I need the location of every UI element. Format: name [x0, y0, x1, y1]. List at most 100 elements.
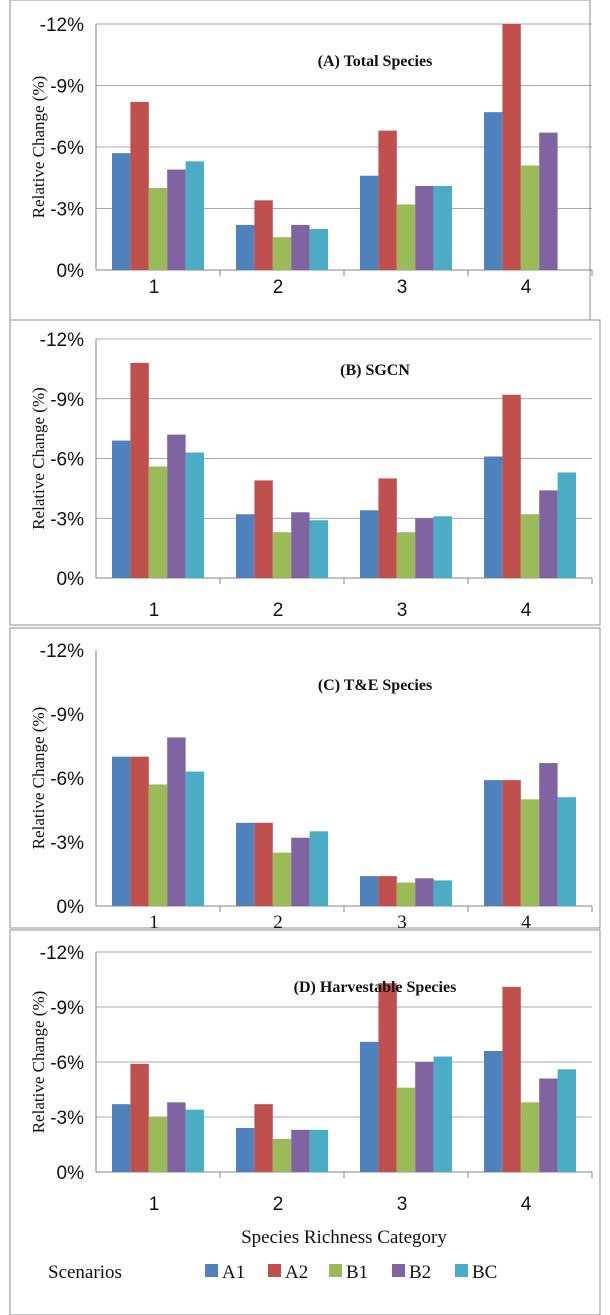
bar-b1-cat-1: [148, 466, 168, 578]
panel-title: (C) T&E Species: [318, 677, 432, 694]
y-tick-label: -12%: [40, 15, 84, 36]
panel-c: 0% -3% -6% -9% -12% 1 2 3 4 (C) T&E Species Relati…: [9, 627, 601, 933]
bar-b1-cat-2: [272, 237, 292, 270]
bar-b2-cat-4: [539, 1078, 558, 1172]
legend-label-bc: BC: [472, 1262, 497, 1283]
bar-a2-cat-2: [254, 200, 273, 270]
y-tick-label: 0%: [57, 261, 85, 282]
legend: Scenarios A1 A2 B1 B2 BC: [48, 1262, 497, 1283]
bar-bc-cat-1: [185, 1109, 204, 1172]
panel-frame: [9, 929, 601, 1315]
bar-a2-cat-4: [502, 24, 521, 270]
category-label: 2: [273, 1194, 284, 1215]
y-tick-label: -9%: [50, 998, 84, 1019]
bar-b1-cat-3: [396, 1087, 416, 1172]
bar-b2-cat-1: [167, 737, 186, 906]
legend-label-b1: B1: [346, 1262, 368, 1283]
y-axis-label: Relative Change (%): [29, 991, 48, 1134]
legend-swatch-b1: [329, 1264, 342, 1277]
bar-a1-cat-1: [112, 756, 131, 906]
bar-bc-cat-4: [557, 1069, 576, 1172]
bar-b1-cat-4: [520, 165, 540, 270]
bar-b2-cat-4: [539, 763, 558, 906]
y-tick-label: -6%: [50, 769, 84, 790]
panel-title: (A) Total Species: [318, 53, 433, 70]
y-tick-label: 0%: [57, 1163, 85, 1184]
bar-a2-cat-1: [130, 362, 149, 578]
y-tick-label: -3%: [50, 833, 84, 854]
bar-a1-cat-4: [484, 1051, 503, 1172]
bar-a1-cat-1: [112, 440, 131, 578]
bar-bc-cat-1: [185, 771, 204, 906]
bar-a1-cat-4: [484, 780, 503, 906]
bar-a2-cat-2: [254, 822, 273, 906]
category-label: 2: [273, 600, 284, 621]
panel-a: 0% -3% -6% -9% -12% 1 2 3 4 (A) Total Species Rela…: [9, 0, 593, 321]
bar-a1-cat-2: [236, 822, 255, 906]
bar-bc-cat-2: [309, 831, 328, 906]
bar-b2-cat-3: [415, 1062, 434, 1172]
bar-a2-cat-3: [378, 876, 397, 906]
bar-b2-cat-2: [291, 837, 310, 906]
x-axis-label: Species Richness Category: [241, 1227, 447, 1248]
panel-d: 0% -3% -6% -9% -12% 1 2 3 4 (D) Harvestable Speci…: [9, 929, 601, 1315]
bar-b2-cat-4: [539, 490, 558, 578]
bar-b2-cat-1: [167, 1102, 186, 1172]
bar-a1-cat-1: [112, 153, 131, 270]
bar-a2-cat-3: [378, 983, 397, 1172]
bar-a2-cat-4: [502, 780, 521, 906]
y-axis-label: Relative Change (%): [29, 707, 48, 850]
category-label: 4: [521, 912, 531, 933]
panel-frame: [9, 319, 601, 626]
bar-b1-cat-4: [520, 514, 540, 578]
legend-label-b2: B2: [409, 1262, 431, 1283]
bar-bc-cat-3: [433, 185, 452, 270]
y-tick-label: -3%: [50, 200, 84, 221]
y-axis-label: Relative Change (%): [29, 76, 48, 219]
category-label: 3: [397, 1194, 408, 1215]
bar-a2-cat-1: [130, 1063, 149, 1172]
bar-a1-cat-3: [360, 175, 379, 270]
bar-a2-cat-3: [378, 478, 397, 578]
category-label: 3: [397, 277, 408, 298]
bar-bc-cat-1: [185, 161, 204, 270]
legend-swatch-bc: [455, 1264, 468, 1277]
bar-b1-cat-2: [272, 852, 292, 906]
y-tick-label: -9%: [50, 77, 84, 98]
y-tick-label: 0%: [57, 569, 85, 590]
bar-b1-cat-4: [520, 1102, 540, 1172]
bar-a2-cat-2: [254, 480, 273, 578]
panel-frame: [9, 627, 601, 929]
bar-bc-cat-4: [557, 797, 576, 906]
y-axis-label: Relative Change (%): [29, 387, 48, 530]
bar-a1-cat-3: [360, 876, 379, 906]
bar-b2-cat-1: [167, 169, 186, 270]
bar-b2-cat-2: [291, 224, 310, 270]
y-tick-label: -9%: [50, 390, 84, 411]
y-tick-label: -6%: [50, 138, 84, 159]
category-label: 3: [397, 912, 407, 933]
category-label: 4: [521, 600, 532, 621]
y-tick-label: -6%: [50, 450, 84, 471]
bar-a1-cat-4: [484, 456, 503, 578]
y-tick-label: 0%: [57, 897, 85, 918]
bar-b2-cat-3: [415, 518, 434, 578]
bar-b1-cat-1: [148, 1117, 168, 1172]
bar-a2-cat-4: [502, 394, 521, 578]
y-tick-label: -6%: [50, 1053, 84, 1074]
bar-b2-cat-4: [539, 132, 558, 270]
y-tick-label: -12%: [40, 943, 84, 964]
y-tick-label: -3%: [50, 509, 84, 530]
bar-b1-cat-3: [396, 532, 416, 578]
panel-title: (D) Harvestable Species: [294, 979, 457, 996]
bar-b1-cat-2: [272, 1139, 292, 1172]
bar-bc-cat-4: [557, 472, 576, 578]
bar-a1-cat-3: [360, 1041, 379, 1172]
category-label: 4: [521, 1194, 532, 1215]
category-label: 1: [149, 1194, 160, 1215]
bar-a2-cat-1: [130, 101, 149, 271]
category-label: 1: [149, 277, 160, 298]
bar-b1-cat-1: [148, 784, 168, 906]
bar-a1-cat-4: [484, 112, 503, 271]
